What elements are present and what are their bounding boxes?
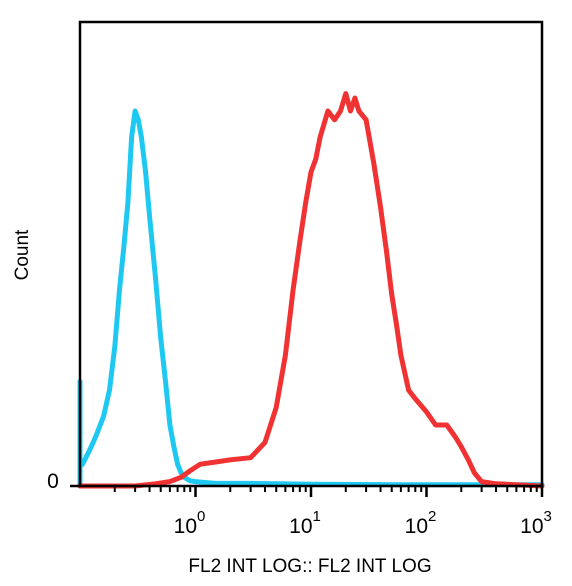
x-tick-label: 103 — [520, 508, 552, 538]
x-tick-label: 102 — [405, 508, 437, 538]
y-tick-labels: 0 — [47, 470, 80, 493]
series-line-1 — [77, 108, 545, 489]
x-tick-labels: 100 101 102 103 — [174, 508, 552, 538]
plot-frame — [78, 20, 544, 488]
x-major-ticks — [194, 486, 544, 497]
x-minor-ticks — [113, 486, 538, 492]
y-axis-label: Count — [12, 229, 33, 280]
series-line-2 — [77, 91, 545, 489]
x-tick-label: 101 — [289, 508, 321, 538]
x-tick-label: 100 — [174, 508, 206, 538]
y-tick-label: 0 — [47, 470, 59, 493]
series-layer — [77, 91, 545, 489]
x-axis-label: FL2 INT LOG:: FL2 INT LOG — [188, 556, 431, 577]
